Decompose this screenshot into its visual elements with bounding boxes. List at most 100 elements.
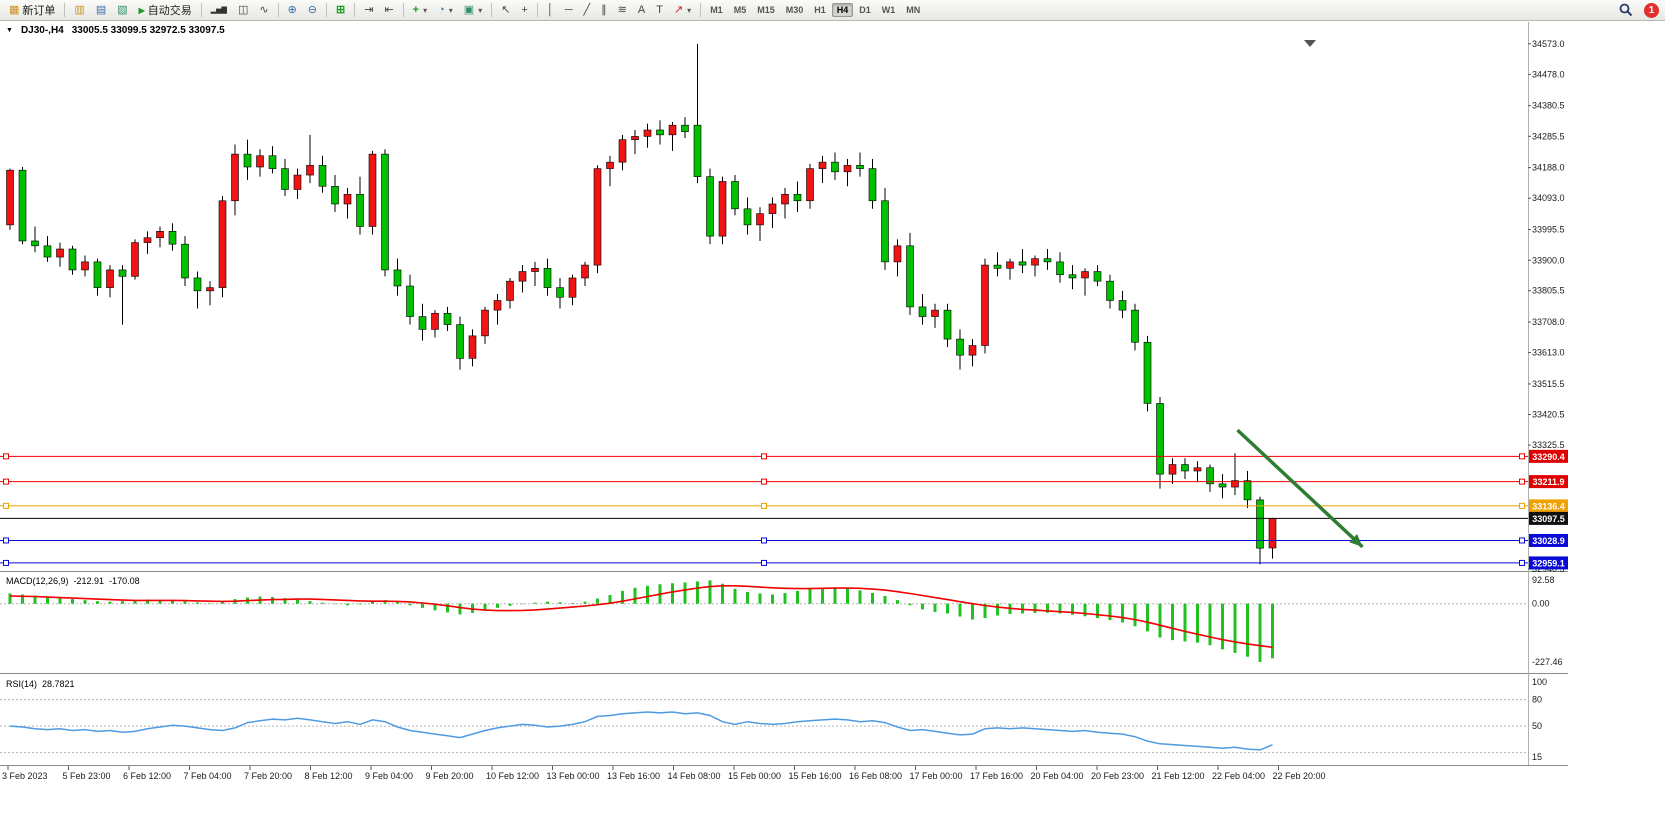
svg-text:34285.5: 34285.5	[1532, 131, 1565, 141]
tile-windows-button[interactable]: ⊞	[331, 2, 350, 19]
svg-text:34093.0: 34093.0	[1532, 193, 1565, 203]
zoom-in-button[interactable]: ⊕	[283, 2, 302, 19]
price-line[interactable]	[0, 478, 1528, 485]
crosshair-button[interactable]: +	[516, 2, 532, 19]
timeframe-m1[interactable]: M1	[705, 3, 728, 17]
navigator-button[interactable]: ▧	[112, 2, 132, 19]
macd-name: MACD(12,26,9)	[6, 576, 69, 586]
autotrading-play-icon: ▶	[138, 5, 145, 15]
price-tag: 33028.9	[1529, 533, 1568, 547]
data-window-button[interactable]: ▤	[91, 2, 111, 19]
price-axis: 34573.0 34478.0 34380.5 34285.5 34188.0 34093…	[1528, 39, 1565, 574]
vertical-line-button[interactable]: │	[542, 2, 559, 19]
toolbar-separator	[200, 3, 202, 17]
svg-text:15: 15	[1532, 752, 1542, 762]
timeframe-mn[interactable]: MN	[901, 3, 925, 17]
price-line[interactable]	[0, 502, 1528, 509]
svg-text:9 Feb 04:00: 9 Feb 04:00	[365, 771, 413, 781]
price-tag: 33097.5	[1529, 511, 1568, 525]
svg-text:21 Feb 12:00: 21 Feb 12:00	[1152, 771, 1205, 781]
trend-arrow-annotation[interactable]	[1236, 428, 1364, 549]
svg-text:17 Feb 16:00: 17 Feb 16:00	[970, 771, 1023, 781]
svg-text:34478.0: 34478.0	[1532, 69, 1565, 79]
cursor-button[interactable]: ↖	[496, 2, 515, 19]
svg-text:34380.5: 34380.5	[1532, 101, 1565, 111]
price-line[interactable]	[0, 559, 1528, 566]
text-tool-button[interactable]: A	[633, 2, 650, 19]
horizontal-line-button[interactable]: ─	[560, 2, 578, 19]
market-watch-button[interactable]: ▥	[69, 2, 89, 19]
indicators-button[interactable]: + ▾	[408, 2, 432, 19]
candles-layer	[6, 43, 1277, 565]
svg-text:15 Feb 16:00: 15 Feb 16:00	[789, 771, 842, 781]
rsi-name: RSI(14)	[6, 679, 38, 689]
svg-text:6 Feb 12:00: 6 Feb 12:00	[123, 771, 171, 781]
chart-menu-icon[interactable]: ▼	[6, 26, 13, 34]
toolbar-separator	[536, 3, 538, 17]
new-order-button[interactable]: ▦ 新订单	[4, 2, 60, 19]
arrows-tool-button[interactable]: ↗ ▾	[669, 2, 696, 19]
notification-badge[interactable]: 1	[1644, 2, 1659, 18]
svg-text:32959.1: 32959.1	[1532, 558, 1565, 568]
search-button[interactable]	[1614, 2, 1638, 19]
svg-text:13 Feb 00:00: 13 Feb 00:00	[547, 771, 600, 781]
chart-shift-button[interactable]: ⇤	[379, 2, 398, 19]
search-icon	[1619, 3, 1633, 17]
price-tag: 33211.9	[1529, 475, 1568, 489]
svg-text:80: 80	[1532, 695, 1542, 705]
timeframe-d1[interactable]: D1	[854, 3, 876, 17]
svg-text:7 Feb 20:00: 7 Feb 20:00	[244, 771, 292, 781]
timeframe-w1[interactable]: W1	[877, 3, 901, 17]
cursor-icon: ↖	[501, 3, 511, 16]
autotrading-button[interactable]: ▶ 自动交易	[134, 2, 197, 19]
timeframe-m5[interactable]: M5	[729, 3, 752, 17]
svg-text:10 Feb 12:00: 10 Feb 12:00	[486, 771, 539, 781]
price-line[interactable]	[0, 453, 1528, 460]
svg-text:22 Feb 20:00: 22 Feb 20:00	[1273, 771, 1326, 781]
svg-text:13 Feb 16:00: 13 Feb 16:00	[607, 771, 660, 781]
candlestick-chart-button[interactable]: ◫	[233, 2, 253, 19]
line-chart-button[interactable]: ∿	[254, 2, 273, 19]
price-tag: 33290.4	[1529, 449, 1568, 463]
svg-text:9 Feb 20:00: 9 Feb 20:00	[426, 771, 474, 781]
chart-shift-marker	[1304, 40, 1316, 47]
bar-chart-icon: ▂▅▇	[210, 6, 227, 14]
price-line[interactable]	[0, 537, 1528, 544]
timeframe-h1[interactable]: H1	[809, 3, 831, 17]
trendline-button[interactable]: ╱	[579, 2, 596, 19]
navigator-icon: ▧	[117, 3, 128, 16]
toolbar-separator	[402, 3, 404, 17]
tile-windows-icon: ⊞	[336, 3, 346, 16]
templates-button[interactable]: ▣ ▾	[459, 2, 487, 19]
auto-scroll-button[interactable]: ⇥	[359, 2, 378, 19]
bar-chart-button[interactable]: ▂▅▇	[206, 2, 232, 19]
zoom-out-button[interactable]: ⊖	[303, 2, 322, 19]
label-tool-button[interactable]: T	[651, 2, 668, 19]
channel-button[interactable]: ∥	[596, 2, 612, 19]
data-window-icon: ▤	[95, 3, 107, 16]
equidistant-channel-icon: ∥	[601, 3, 607, 16]
dropdown-icon: ▾	[448, 5, 453, 15]
toolbar-right-group: 1	[1614, 2, 1661, 19]
line-chart-icon: ∿	[259, 3, 269, 16]
toolbar-separator	[326, 3, 327, 17]
templates-icon: ▣	[463, 3, 475, 16]
fibonacci-button[interactable]: ≋	[613, 2, 632, 19]
svg-text:17 Feb 00:00: 17 Feb 00:00	[910, 771, 963, 781]
rsi-label: RSI(14) 28.7821	[6, 679, 75, 689]
panel-separators	[0, 22, 1568, 766]
toolbar: ▦ 新订单 ▥ ▤ ▧ ▶ 自动交易 ▂▅▇ ◫ ∿ ⊕ ⊖ ⊞ ⇥ ⇤ + ▾ …	[0, 0, 1665, 21]
svg-text:22 Feb 04:00: 22 Feb 04:00	[1212, 771, 1265, 781]
svg-text:33613.0: 33613.0	[1532, 348, 1565, 358]
timeframe-m30[interactable]: M30	[781, 3, 809, 17]
timeframe-m15[interactable]: M15	[752, 3, 780, 17]
periods-button[interactable]: ◔ ▾	[433, 2, 458, 19]
dropdown-icon: ▾	[687, 5, 692, 15]
timeframe-h4[interactable]: H4	[831, 3, 854, 17]
dropdown-icon: ▾	[423, 5, 428, 15]
svg-text:20 Feb 23:00: 20 Feb 23:00	[1091, 771, 1144, 781]
vertical-line-icon: │	[546, 3, 554, 16]
svg-text:16 Feb 08:00: 16 Feb 08:00	[849, 771, 902, 781]
